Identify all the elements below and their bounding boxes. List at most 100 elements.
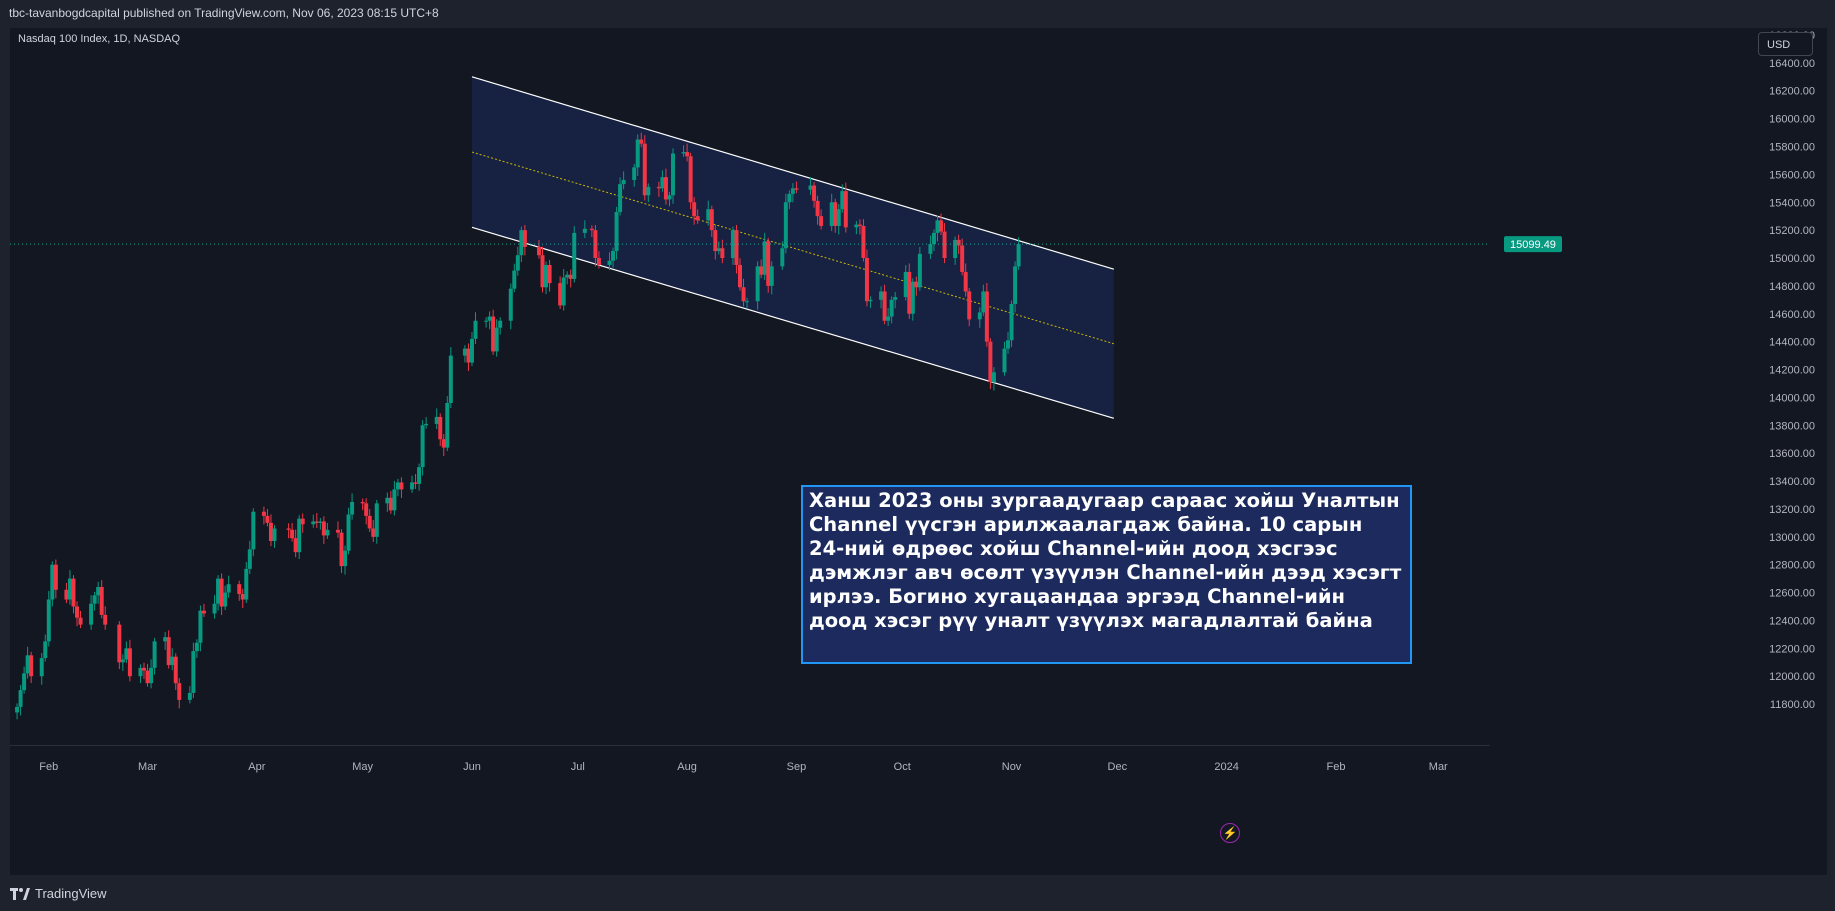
candle [314, 512, 319, 529]
candle [1006, 331, 1011, 354]
tradingview-logo-icon [10, 887, 30, 900]
candle-body [812, 185, 817, 201]
candle-body [1009, 304, 1014, 341]
candle-body [198, 610, 203, 643]
candle-body [103, 614, 108, 625]
symbol-legend[interactable]: Nasdaq 100 Index, 1D, NASDAQ [18, 33, 181, 45]
price-tick-label: 12400.00 [1769, 615, 1815, 627]
candle-body [670, 153, 675, 196]
candle-body [879, 291, 884, 300]
candle [639, 132, 644, 148]
time-tick-label: Oct [894, 761, 911, 773]
candle [466, 343, 471, 372]
candle-body [780, 248, 785, 267]
candle-body [815, 200, 820, 217]
candle-body [434, 416, 439, 424]
candle [861, 219, 866, 262]
candle [39, 652, 44, 685]
candle [611, 247, 616, 268]
chart-pane[interactable]: 11800.00 12000.00 12200.00 12400.00 12600.00… [10, 28, 1827, 875]
candle-body [596, 258, 601, 265]
candle [660, 170, 665, 192]
candle-body [494, 327, 499, 352]
candle [515, 246, 520, 276]
candle-body [1006, 340, 1011, 349]
annotation-text-box[interactable]: Ханш 2023 оны зургаадугаар сараас хойш У… [801, 485, 1412, 664]
candle [967, 287, 972, 327]
candle [988, 338, 993, 389]
candle-body [709, 209, 714, 231]
candle-body [611, 251, 616, 261]
tradingview-brand[interactable]: TradingView [10, 886, 107, 901]
candle-body [194, 642, 199, 652]
candle-body [688, 156, 693, 203]
candle-body [191, 651, 196, 693]
candle-body [152, 641, 157, 668]
candle-body [290, 529, 295, 539]
channel-fill [471, 76, 1114, 419]
candle-body [325, 529, 330, 536]
candle-body [265, 515, 270, 523]
candle [346, 507, 351, 555]
candle-body [547, 264, 552, 284]
candle-body [540, 255, 545, 288]
currency-button[interactable]: USD [1758, 32, 1813, 56]
candle-body [219, 578, 224, 607]
candle [96, 581, 101, 604]
candle [596, 251, 601, 269]
candle [424, 417, 429, 429]
candle-body [621, 179, 626, 185]
candle-body [170, 656, 175, 666]
candle-body [138, 667, 143, 677]
candle-body [646, 186, 651, 196]
time-tick-label: Jul [571, 761, 585, 773]
candle-body [512, 270, 517, 289]
price-badge [1504, 236, 1562, 253]
candle [879, 286, 884, 309]
candle-body [536, 246, 541, 256]
chart-canvas[interactable]: 11800.00 12000.00 12200.00 12400.00 12600.00… [10, 28, 1827, 875]
candle [498, 317, 503, 335]
candle-body [544, 264, 549, 288]
candle-body [237, 584, 242, 594]
candle-body [741, 287, 746, 302]
candle-body [187, 692, 192, 700]
price-tick-label: 13600.00 [1769, 448, 1815, 460]
candle [448, 347, 453, 409]
candle-body [956, 239, 961, 246]
candle-body [790, 188, 795, 194]
candle [963, 263, 968, 297]
candle [67, 570, 72, 605]
candle-body [1002, 348, 1007, 373]
candle-body [642, 143, 647, 196]
candle-body [300, 518, 305, 525]
candle [339, 529, 344, 573]
candle [907, 263, 912, 319]
candle [385, 492, 390, 512]
candle-body [484, 320, 489, 322]
lightning-icon[interactable]: ⚡ [1220, 823, 1240, 843]
price-tick-label: 12600.00 [1769, 588, 1815, 600]
candle-body [519, 230, 524, 256]
candle [607, 252, 612, 271]
candle [50, 561, 55, 607]
candle-body [268, 522, 273, 541]
candle-body [618, 184, 623, 213]
candle-body [931, 232, 936, 245]
candle-body [487, 316, 492, 321]
candle-body [96, 586, 101, 596]
candle [251, 508, 256, 557]
price-tick-label: 14400.00 [1769, 337, 1815, 349]
candle [991, 367, 996, 391]
candle [297, 515, 302, 559]
price-tick-label: 15400.00 [1769, 197, 1815, 209]
price-badge-label: 15099.49 [1510, 239, 1556, 251]
candle [508, 283, 513, 330]
candle-body [438, 416, 443, 440]
price-tick-label: 16400.00 [1769, 58, 1815, 70]
candle-body [903, 271, 908, 298]
candle-body [124, 648, 129, 660]
candle [635, 134, 640, 176]
candle [272, 524, 277, 548]
candle [618, 177, 623, 216]
